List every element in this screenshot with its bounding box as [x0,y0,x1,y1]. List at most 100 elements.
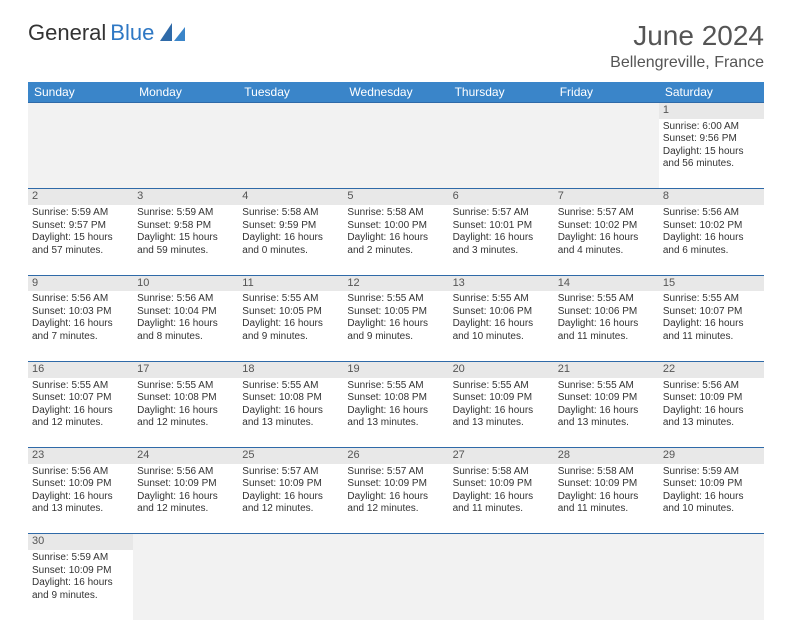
daylight-text: and 13 minutes. [663,417,760,430]
sunset-text: Sunset: 10:06 PM [453,306,550,319]
daylight-text: and 12 minutes. [347,503,444,516]
sunrise-text: Sunrise: 5:55 AM [242,380,339,393]
day-number-cell: 7 [554,189,659,205]
day-number-cell: 11 [238,275,343,291]
daylight-text: and 7 minutes. [32,331,129,344]
title-block: June 2024 Bellengreville, France [610,20,764,72]
sunset-text: Sunset: 10:08 PM [242,392,339,405]
weekday-header: Saturday [659,82,764,103]
day-cell: Sunrise: 5:55 AMSunset: 10:08 PMDaylight… [343,378,448,448]
day-cell [554,550,659,620]
sunset-text: Sunset: 10:09 PM [453,392,550,405]
sunrise-text: Sunrise: 5:57 AM [347,466,444,479]
sunrise-text: Sunrise: 5:56 AM [32,293,129,306]
sunrise-text: Sunrise: 5:58 AM [558,466,655,479]
daylight-text: and 12 minutes. [137,417,234,430]
day-cell: Sunrise: 5:56 AMSunset: 10:04 PMDaylight… [133,291,238,361]
day-cell: Sunrise: 5:57 AMSunset: 10:09 PMDaylight… [343,464,448,534]
daylight-text: and 3 minutes. [453,245,550,258]
daylight-text: Daylight: 16 hours [663,405,760,418]
sunset-text: Sunset: 10:07 PM [32,392,129,405]
weekday-header: Thursday [449,82,554,103]
day-cell: Sunrise: 5:57 AMSunset: 10:01 PMDaylight… [449,205,554,275]
daylight-text: Daylight: 16 hours [453,491,550,504]
sunset-text: Sunset: 10:09 PM [558,478,655,491]
day-number-cell: 16 [28,361,133,377]
sunrise-text: Sunrise: 5:59 AM [32,552,129,565]
daylight-text: Daylight: 16 hours [347,491,444,504]
sunrise-text: Sunrise: 5:55 AM [558,380,655,393]
sunset-text: Sunset: 10:09 PM [32,478,129,491]
sunset-text: Sunset: 10:09 PM [663,478,760,491]
day-cell: Sunrise: 5:55 AMSunset: 10:06 PMDaylight… [449,291,554,361]
day-cell [449,119,554,189]
sunrise-text: Sunrise: 5:59 AM [663,466,760,479]
daylight-text: Daylight: 16 hours [663,318,760,331]
brand-logo: GeneralBlue [28,20,186,46]
daylight-text: Daylight: 16 hours [32,577,129,590]
daylight-text: Daylight: 15 hours [32,232,129,245]
day-cell [343,119,448,189]
daylight-text: and 11 minutes. [453,503,550,516]
day-number-cell: 10 [133,275,238,291]
day-cell [238,119,343,189]
day-number-cell: 8 [659,189,764,205]
day-number-cell [659,534,764,550]
day-number-row: 9101112131415 [28,275,764,291]
sunset-text: Sunset: 10:01 PM [453,220,550,233]
sunrise-text: Sunrise: 5:58 AM [242,207,339,220]
sunrise-text: Sunrise: 5:56 AM [32,466,129,479]
daylight-text: Daylight: 15 hours [137,232,234,245]
header: GeneralBlue June 2024 Bellengreville, Fr… [28,20,764,72]
sunrise-text: Sunrise: 5:58 AM [347,207,444,220]
day-cell: Sunrise: 5:55 AMSunset: 10:09 PMDaylight… [449,378,554,448]
sunset-text: Sunset: 10:09 PM [347,478,444,491]
day-number-row: 2345678 [28,189,764,205]
sunrise-text: Sunrise: 5:56 AM [663,207,760,220]
sunset-text: Sunset: 10:02 PM [558,220,655,233]
day-number-row: 16171819202122 [28,361,764,377]
daylight-text: and 2 minutes. [347,245,444,258]
day-number-cell: 12 [343,275,448,291]
day-cell: Sunrise: 5:55 AMSunset: 10:05 PMDaylight… [343,291,448,361]
daylight-text: and 12 minutes. [32,417,129,430]
day-cell [133,119,238,189]
day-cell: Sunrise: 5:56 AMSunset: 10:09 PMDaylight… [28,464,133,534]
sunset-text: Sunset: 10:09 PM [32,565,129,578]
daylight-text: and 13 minutes. [558,417,655,430]
day-number-cell [133,534,238,550]
sunset-text: Sunset: 10:00 PM [347,220,444,233]
daylight-text: and 57 minutes. [32,245,129,258]
day-number-cell: 6 [449,189,554,205]
calendar-week-row: Sunrise: 5:59 AMSunset: 10:09 PMDaylight… [28,550,764,620]
day-cell: Sunrise: 5:55 AMSunset: 10:08 PMDaylight… [133,378,238,448]
day-number-row: 1 [28,103,764,119]
day-number-cell: 29 [659,448,764,464]
day-number-cell: 21 [554,361,659,377]
day-number-cell: 27 [449,448,554,464]
day-cell: Sunrise: 6:00 AMSunset: 9:56 PMDaylight:… [659,119,764,189]
daylight-text: Daylight: 16 hours [242,232,339,245]
daylight-text: Daylight: 15 hours [663,146,760,159]
sunset-text: Sunset: 10:07 PM [663,306,760,319]
day-cell [28,119,133,189]
day-number-cell: 20 [449,361,554,377]
day-number-cell: 28 [554,448,659,464]
sunrise-text: Sunrise: 5:56 AM [137,293,234,306]
daylight-text: Daylight: 16 hours [242,405,339,418]
day-cell: Sunrise: 5:57 AMSunset: 10:02 PMDaylight… [554,205,659,275]
day-number-cell: 14 [554,275,659,291]
day-cell: Sunrise: 5:55 AMSunset: 10:09 PMDaylight… [554,378,659,448]
brand-part2: Blue [110,20,154,46]
sunrise-text: Sunrise: 5:55 AM [663,293,760,306]
daylight-text: and 12 minutes. [137,503,234,516]
daylight-text: and 9 minutes. [242,331,339,344]
sunrise-text: Sunrise: 5:55 AM [347,380,444,393]
day-cell [133,550,238,620]
day-number-cell: 22 [659,361,764,377]
daylight-text: Daylight: 16 hours [347,232,444,245]
day-cell: Sunrise: 5:56 AMSunset: 10:09 PMDaylight… [133,464,238,534]
daylight-text: and 13 minutes. [453,417,550,430]
calendar-table: SundayMondayTuesdayWednesdayThursdayFrid… [28,82,764,620]
day-cell: Sunrise: 5:56 AMSunset: 10:09 PMDaylight… [659,378,764,448]
